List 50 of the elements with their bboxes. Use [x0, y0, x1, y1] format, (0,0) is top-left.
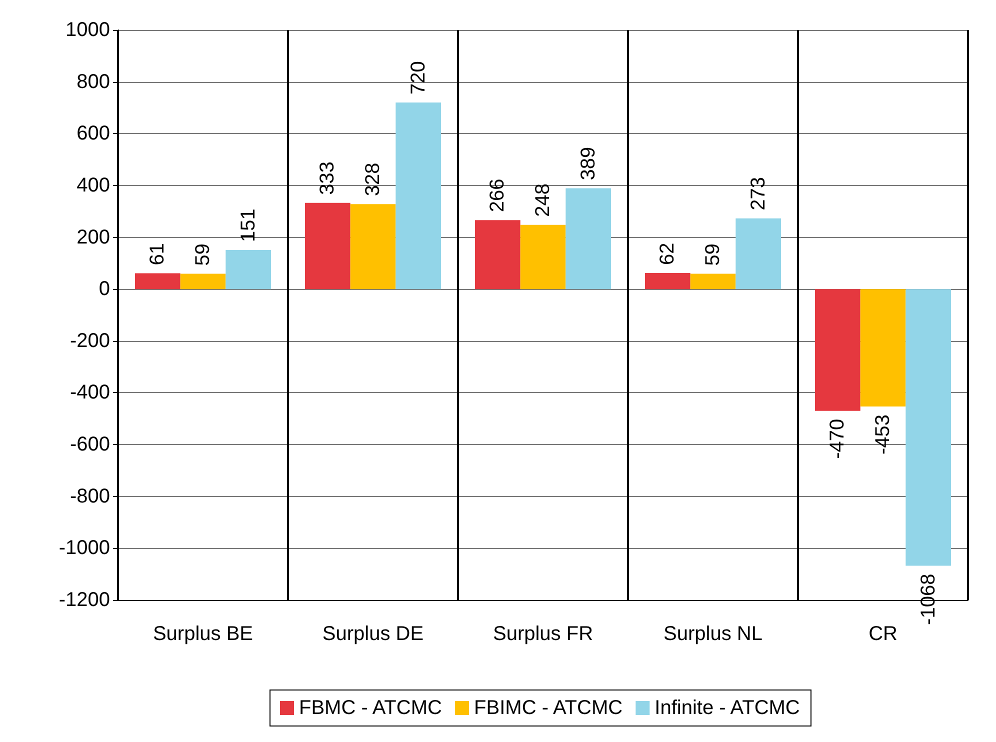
data-label: 333 — [316, 161, 339, 195]
data-label: 389 — [577, 146, 600, 180]
x-tick-label: Surplus BE — [152, 623, 254, 645]
x-tick-label: Surplus NL — [664, 623, 762, 645]
y-tick-label: 800 — [76, 70, 110, 93]
bar — [396, 102, 441, 290]
y-tick-label: 200 — [76, 226, 110, 248]
x-tick-label: CR — [868, 623, 898, 645]
data-label: 328 — [362, 162, 384, 196]
data-label: 273 — [747, 176, 770, 210]
data-label: 62 — [656, 242, 679, 266]
bar — [815, 289, 860, 411]
bar — [566, 188, 611, 290]
bar — [736, 218, 781, 290]
bar — [226, 250, 271, 290]
y-tick-label: -800 — [70, 485, 110, 508]
bar — [520, 224, 566, 290]
legend-label: FBMC - ATCMC — [299, 697, 442, 719]
data-label: 59 — [702, 244, 724, 266]
bar — [475, 220, 520, 290]
data-label: 151 — [237, 208, 260, 242]
bar — [180, 274, 226, 290]
data-label: 59 — [192, 244, 214, 266]
y-tick-label: -200 — [70, 330, 110, 352]
bar — [860, 289, 906, 406]
legend-label: FBIMC - ATCMC — [474, 697, 623, 719]
data-label: 248 — [532, 183, 554, 217]
legend-label: Infinite - ATCMC — [654, 697, 800, 719]
y-tick-label: -1200 — [58, 589, 110, 611]
data-label: -453 — [872, 414, 894, 454]
y-tick-label: 0 — [98, 278, 110, 300]
y-tick-label: 1000 — [66, 19, 110, 41]
y-tick-label: -400 — [70, 382, 110, 404]
data-label: -470 — [826, 418, 849, 459]
bar — [135, 273, 180, 290]
data-label: 266 — [486, 178, 509, 212]
y-tick-label: -600 — [70, 434, 110, 456]
bar — [350, 204, 396, 290]
bar — [906, 289, 951, 566]
data-label: -1068 — [917, 574, 940, 625]
data-label: 61 — [146, 243, 169, 266]
bar — [645, 273, 690, 290]
y-tick-label: -1000 — [58, 537, 110, 560]
bar — [690, 274, 736, 290]
y-tick-label: 400 — [76, 174, 110, 196]
y-tick-label: 600 — [76, 122, 110, 145]
x-tick-label: Surplus FR — [492, 623, 594, 645]
x-tick-label: Surplus DE — [322, 623, 424, 645]
data-label: 720 — [407, 61, 430, 95]
bar — [305, 202, 350, 290]
